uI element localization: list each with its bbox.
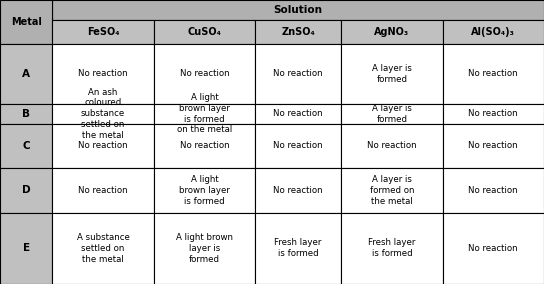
- Text: A light
brown layer
is formed
on the metal: A light brown layer is formed on the met…: [177, 93, 232, 134]
- Bar: [255, 20, 341, 43]
- Text: AgNO₃: AgNO₃: [374, 27, 410, 37]
- Bar: [0, 43, 52, 104]
- Text: A layer is
formed on
the metal: A layer is formed on the metal: [369, 175, 414, 206]
- Text: Solution: Solution: [274, 5, 323, 15]
- Text: No reaction: No reaction: [78, 141, 128, 150]
- Text: No reaction: No reaction: [468, 69, 518, 78]
- Bar: [341, 124, 443, 168]
- Bar: [153, 212, 255, 284]
- Bar: [52, 104, 153, 124]
- Bar: [0, 0, 52, 43]
- Text: No reaction: No reaction: [273, 186, 323, 195]
- Bar: [52, 43, 153, 104]
- Text: A layer is
formed: A layer is formed: [372, 104, 412, 124]
- Bar: [443, 104, 544, 124]
- Text: Metal: Metal: [11, 17, 41, 27]
- Text: No reaction: No reaction: [273, 69, 323, 78]
- Text: A light brown
layer is
formed: A light brown layer is formed: [176, 233, 233, 264]
- Bar: [255, 124, 341, 168]
- Bar: [255, 43, 341, 104]
- Bar: [255, 212, 341, 284]
- Bar: [341, 104, 443, 124]
- Bar: [341, 43, 443, 104]
- Bar: [0, 104, 52, 124]
- Text: No reaction: No reaction: [273, 141, 323, 150]
- Bar: [255, 104, 341, 124]
- Text: A substance
settled on
the metal: A substance settled on the metal: [77, 233, 129, 264]
- Bar: [255, 168, 341, 212]
- Text: No reaction: No reaction: [367, 141, 417, 150]
- Text: No reaction: No reaction: [180, 141, 229, 150]
- Text: C: C: [22, 141, 30, 151]
- Bar: [52, 168, 153, 212]
- Text: FeSO₄: FeSO₄: [86, 27, 119, 37]
- Text: No reaction: No reaction: [468, 141, 518, 150]
- Text: E: E: [22, 243, 30, 253]
- Text: ZnSO₄: ZnSO₄: [281, 27, 315, 37]
- Bar: [341, 212, 443, 284]
- Text: A layer is
formed: A layer is formed: [372, 64, 412, 83]
- Text: No reaction: No reaction: [468, 186, 518, 195]
- Bar: [0, 124, 52, 168]
- Bar: [443, 43, 544, 104]
- Bar: [0, 212, 52, 284]
- Text: A: A: [22, 69, 30, 79]
- Bar: [341, 168, 443, 212]
- Bar: [153, 104, 255, 124]
- Text: D: D: [22, 185, 30, 195]
- Bar: [153, 20, 255, 43]
- Text: No reaction: No reaction: [273, 109, 323, 118]
- Text: No reaction: No reaction: [180, 69, 229, 78]
- Text: No reaction: No reaction: [78, 186, 128, 195]
- Bar: [443, 168, 544, 212]
- Text: Fresh layer
is formed: Fresh layer is formed: [274, 238, 322, 258]
- Bar: [52, 0, 544, 20]
- Text: An ash
coloured
substance
settled on
the metal: An ash coloured substance settled on the…: [81, 88, 125, 140]
- Text: B: B: [22, 109, 30, 119]
- Text: Fresh layer
is formed: Fresh layer is formed: [368, 238, 416, 258]
- Bar: [52, 124, 153, 168]
- Bar: [443, 20, 544, 43]
- Bar: [341, 20, 443, 43]
- Text: No reaction: No reaction: [468, 109, 518, 118]
- Bar: [0, 168, 52, 212]
- Bar: [52, 212, 153, 284]
- Bar: [443, 212, 544, 284]
- Bar: [443, 124, 544, 168]
- Bar: [52, 20, 153, 43]
- Bar: [153, 124, 255, 168]
- Text: Al(SO₄)₃: Al(SO₄)₃: [471, 27, 515, 37]
- Text: No reaction: No reaction: [78, 69, 128, 78]
- Text: CuSO₄: CuSO₄: [188, 27, 221, 37]
- Bar: [153, 168, 255, 212]
- Text: A light
brown layer
is formed: A light brown layer is formed: [179, 175, 230, 206]
- Bar: [153, 43, 255, 104]
- Text: No reaction: No reaction: [468, 244, 518, 253]
